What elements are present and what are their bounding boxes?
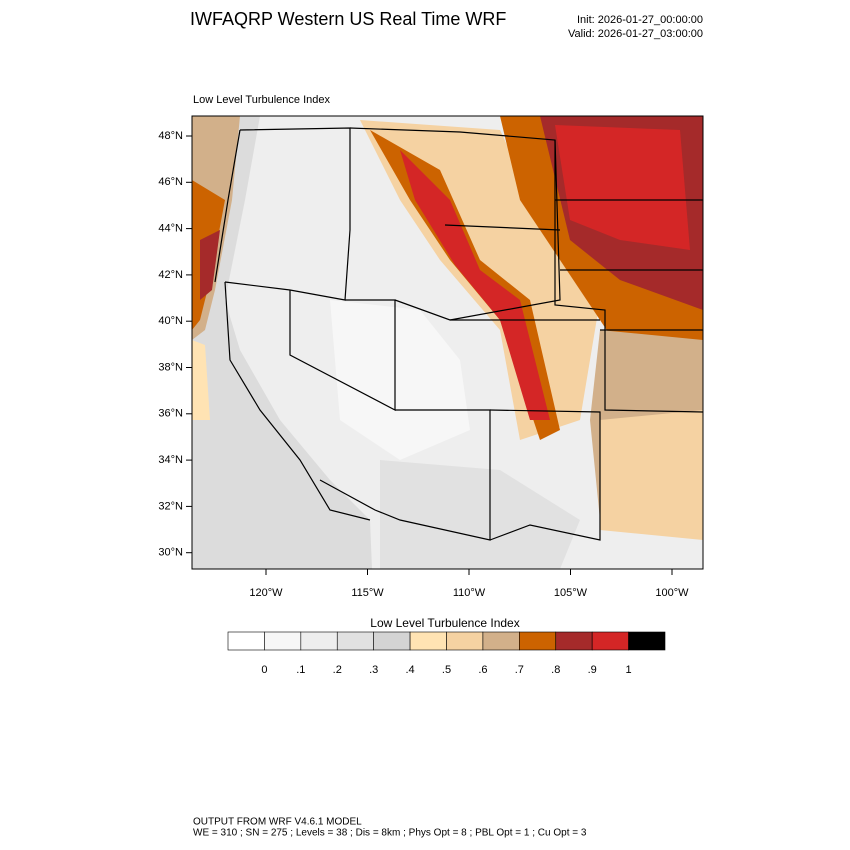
colorbar-swatch [446,631,484,651]
map-title: Low Level Turbulence Index [193,94,330,106]
colorbar-swatch [591,631,629,651]
colorbar-title: Low Level Turbulence Index [370,616,519,630]
colorbar-swatch [373,631,411,651]
lat-label: 34°N [158,454,183,466]
colorbar-swatch [555,631,593,651]
lat-label: 36°N [158,408,183,420]
colorbar-label: .1 [296,664,305,676]
map-frame [191,115,704,570]
lat-label: 30°N [158,547,183,559]
colorbar-label: 0 [261,664,267,676]
lon-label: 100°W [655,587,689,599]
colorbar-label: .2 [333,664,342,676]
lat-label: 42°N [158,269,183,281]
lon-label: 120°W [249,587,283,599]
lat-label: 38°N [158,361,183,373]
colorbar-swatch [336,631,374,651]
valid-time: Valid: 2026-01-27_03:00:00 [568,28,703,40]
colorbar-label: .5 [442,664,451,676]
colorbar-swatch [482,631,520,651]
lat-label: 32°N [158,500,183,512]
lat-label: 44°N [158,223,183,235]
colorbar-label: .6 [478,664,487,676]
lon-label: 105°W [554,587,588,599]
lat-label: 48°N [158,130,183,142]
lon-label: 115°W [351,587,384,599]
colorbar-swatch [264,631,302,651]
colorbar-label: .4 [405,664,414,676]
map-field [192,116,703,569]
colorbar-swatch [519,631,557,651]
lat-label: 46°N [158,176,183,188]
colorbar-swatch [409,631,447,651]
footer-line: OUTPUT FROM WRF V4.6.1 MODEL [193,817,362,828]
lon-label: 110°W [453,587,486,599]
colorbar-label: 1 [626,664,632,676]
colorbar-swatch [227,631,265,651]
footer-line: WE = 310 ; SN = 275 ; Levels = 38 ; Dis … [193,828,587,839]
lat-label: 40°N [158,315,183,327]
title: IWFAQRP Western US Real Time WRF [190,9,506,29]
colorbar-label: .9 [588,664,597,676]
colorbar-swatch [300,631,338,651]
colorbar-label: .3 [369,664,378,676]
init-time: Init: 2026-01-27_00:00:00 [577,14,703,26]
colorbar-label: .7 [515,664,524,676]
colorbar-swatch [628,631,666,651]
colorbar-label: .8 [551,664,560,676]
